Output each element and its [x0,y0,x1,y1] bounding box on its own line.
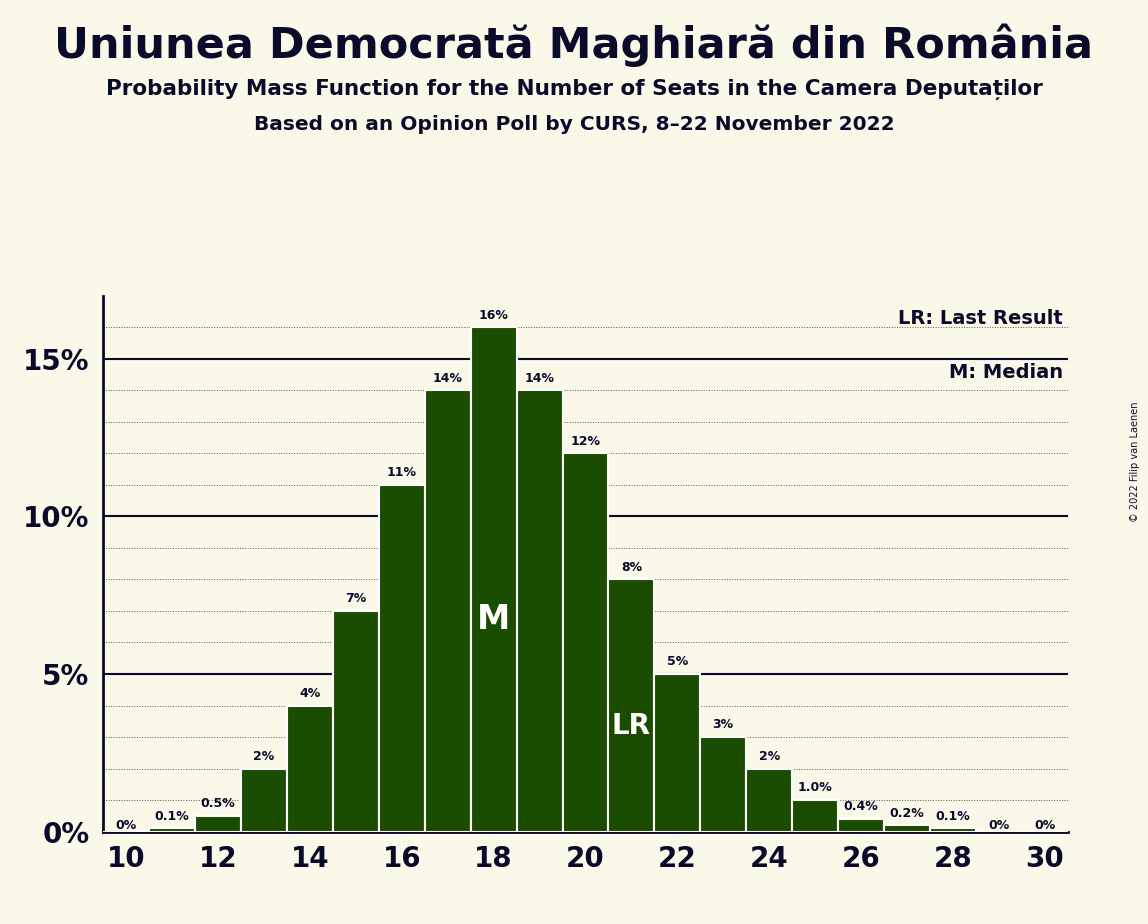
Bar [792,800,838,832]
Bar [700,737,746,832]
Text: 12%: 12% [571,434,600,447]
Bar [746,769,792,832]
Text: Based on an Opinion Poll by CURS, 8–22 November 2022: Based on an Opinion Poll by CURS, 8–22 N… [254,116,894,135]
Bar [425,390,471,832]
Bar [563,454,608,832]
Bar [884,825,930,832]
Bar [149,829,195,832]
Text: LR: Last Result: LR: Last Result [898,310,1063,328]
Text: 16%: 16% [479,309,509,322]
Text: 14%: 14% [433,371,463,384]
Bar [287,706,333,832]
Text: 0%: 0% [116,819,137,832]
Text: 8%: 8% [621,561,642,574]
Text: 11%: 11% [387,466,417,480]
Text: M: M [478,603,510,637]
Text: © 2022 Filip van Laenen: © 2022 Filip van Laenen [1130,402,1140,522]
Text: Uniunea Democrată Maghiară din România: Uniunea Democrată Maghiară din România [54,23,1094,67]
Text: 0.1%: 0.1% [936,809,970,822]
Text: 0.1%: 0.1% [155,809,189,822]
Bar [608,579,654,832]
Bar [195,816,241,832]
Bar [517,390,563,832]
Bar [379,485,425,832]
Bar [654,674,700,832]
Text: Probability Mass Function for the Number of Seats in the Camera Deputaților: Probability Mass Function for the Number… [106,79,1042,100]
Text: 1.0%: 1.0% [798,782,832,795]
Text: 2%: 2% [759,750,779,763]
Bar [241,769,287,832]
Text: 5%: 5% [667,655,688,668]
Text: LR: LR [612,711,651,740]
Text: 0%: 0% [988,819,1009,832]
Text: 0.5%: 0.5% [201,797,235,810]
Text: 0%: 0% [1034,819,1055,832]
Text: 2%: 2% [254,750,274,763]
Bar [471,327,517,832]
Text: 7%: 7% [346,592,366,605]
Bar [930,829,976,832]
Text: 0.4%: 0.4% [844,800,878,813]
Text: 14%: 14% [525,371,554,384]
Bar [838,819,884,832]
Bar [333,611,379,832]
Text: 0.2%: 0.2% [890,807,924,820]
Text: 3%: 3% [713,718,734,732]
Text: M: Median: M: Median [948,363,1063,382]
Text: 4%: 4% [300,687,320,699]
